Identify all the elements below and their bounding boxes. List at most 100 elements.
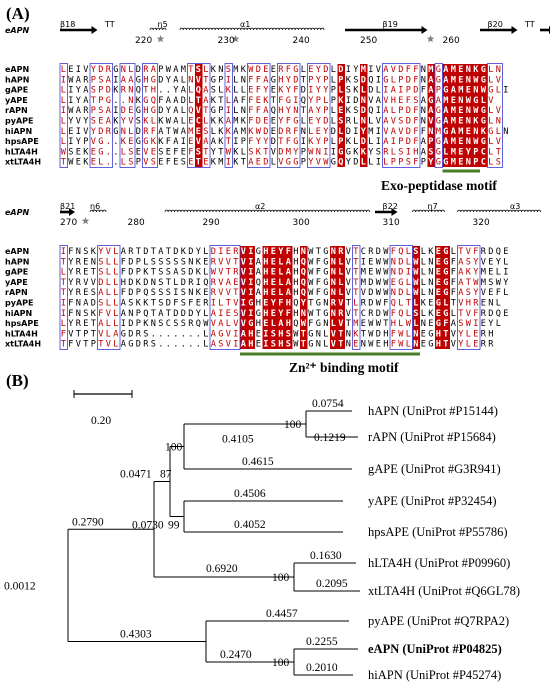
branch-length-label: 0.4052 bbox=[234, 519, 266, 531]
sequence-name: eAPN bbox=[5, 247, 29, 256]
residue-number: 320 bbox=[473, 218, 490, 228]
panel-b: (B) 0.20 hAPN (UniProt #P15144) rAPN (UniP… bbox=[4, 371, 520, 682]
star-marker bbox=[231, 35, 240, 43]
identity-highlight bbox=[337, 64, 345, 167]
beta-strand-arrow bbox=[60, 26, 98, 34]
beta-strand-arrow bbox=[375, 208, 398, 216]
identity-highlight bbox=[442, 64, 488, 167]
sequence-name: eAPN bbox=[5, 65, 29, 74]
identity-highlight bbox=[435, 246, 450, 349]
sequence-name: yAPE bbox=[5, 278, 28, 287]
branch-length-label: 0.1630 bbox=[310, 550, 342, 562]
similarity-box bbox=[59, 63, 68, 168]
similarity-box bbox=[389, 245, 413, 350]
residue-number: 230 bbox=[218, 36, 235, 46]
sequence-name: hAPN bbox=[5, 75, 29, 84]
similarity-box bbox=[457, 245, 481, 350]
similarity-box bbox=[119, 63, 136, 168]
beta-strand-arrow bbox=[540, 26, 550, 34]
branch-length-label: 0.4303 bbox=[120, 629, 152, 641]
branch-length-label: 0.2095 bbox=[316, 578, 348, 590]
taxon-label: hAPN (UniProt #P15144) bbox=[368, 404, 498, 418]
similarity-box bbox=[59, 245, 68, 350]
taxon-label: hiAPN (UniProt #P45274) bbox=[368, 668, 501, 682]
similarity-box bbox=[487, 63, 503, 168]
similarity-box bbox=[434, 63, 443, 168]
ss-element-label: β22 bbox=[383, 202, 398, 211]
sequence-name: gAPE bbox=[5, 268, 28, 277]
ss-element-label: β20 bbox=[488, 20, 503, 29]
alignment-block-1: eAPN β18 TT η5 α1 β19 β20 TT 220 230 240 250 260 eAPN… bbox=[5, 20, 550, 193]
ss-element-label: β21 bbox=[60, 202, 75, 211]
identity-highlight bbox=[195, 64, 203, 167]
phylogenetic-tree: 0.20 hAPN (UniProt #P15144) rAPN (UniProt … bbox=[4, 390, 520, 682]
branch-length-label: 0.4615 bbox=[242, 456, 274, 468]
ss-reference-label: eAPN bbox=[5, 26, 29, 35]
sequence-name: hiAPN bbox=[5, 309, 32, 318]
beta-strand-arrow bbox=[60, 208, 75, 216]
residue-number: 290 bbox=[203, 218, 220, 228]
similarity-box bbox=[97, 245, 121, 350]
residue-number: 270 bbox=[60, 218, 77, 228]
helix-coil bbox=[89, 209, 107, 213]
branch-length-label: 0.4506 bbox=[234, 488, 266, 500]
taxon-label: hLTA4H (UniProt #P09960) bbox=[368, 556, 510, 570]
ss-element-label: β18 bbox=[60, 20, 75, 29]
helix-coil bbox=[412, 209, 445, 213]
sequence-name: hAPN bbox=[5, 257, 29, 266]
taxon-label: eAPN (UniProt #P04825) bbox=[368, 642, 502, 656]
similarity-box bbox=[187, 63, 211, 168]
similarity-box bbox=[352, 245, 361, 350]
bootstrap-value: 100 bbox=[165, 442, 183, 454]
sequence-name: yAPE bbox=[5, 96, 28, 105]
ss-element-label: TT bbox=[524, 20, 535, 29]
taxon-label: pyAPE (UniProt #Q7RPA2) bbox=[368, 614, 509, 628]
ss-element-label: α3 bbox=[510, 202, 520, 211]
residue-number: 300 bbox=[293, 218, 310, 228]
taxon-label: rAPN (UniProt #P15684) bbox=[368, 430, 496, 444]
sequence-name: rAPN bbox=[5, 288, 28, 297]
helix-coil bbox=[164, 209, 371, 213]
taxon-label: hpsAPE (UniProt #P55786) bbox=[368, 525, 508, 539]
bootstrap-value: 99 bbox=[168, 520, 180, 532]
branch-length-label: 0.2470 bbox=[220, 649, 252, 661]
similarity-box bbox=[142, 63, 158, 168]
bootstrap-value: 100 bbox=[284, 419, 302, 431]
taxon-label: xtLTA4H (UniProt #Q6GL78) bbox=[368, 584, 520, 598]
bootstrap-value: 100 bbox=[272, 657, 290, 669]
ss-element-label: TT bbox=[104, 20, 115, 29]
ss-element-label: β19 bbox=[383, 20, 398, 29]
residue-number: 240 bbox=[293, 36, 310, 46]
similarity-box bbox=[247, 63, 271, 168]
scale-bar-label: 0.20 bbox=[91, 415, 111, 427]
star-marker bbox=[81, 217, 90, 225]
star-marker bbox=[156, 35, 165, 43]
branch-length-label: 0.4105 bbox=[222, 434, 254, 446]
identity-highlight bbox=[262, 246, 293, 349]
residue-number: 250 bbox=[360, 36, 377, 46]
identity-highlight bbox=[300, 246, 308, 349]
sequence-name: hpsAPE bbox=[5, 319, 39, 328]
identity-highlight bbox=[360, 64, 368, 167]
similarity-box bbox=[277, 63, 301, 168]
residue-number: 280 bbox=[128, 218, 145, 228]
beta-strand-arrow bbox=[480, 26, 518, 34]
helix-coil bbox=[179, 27, 325, 31]
